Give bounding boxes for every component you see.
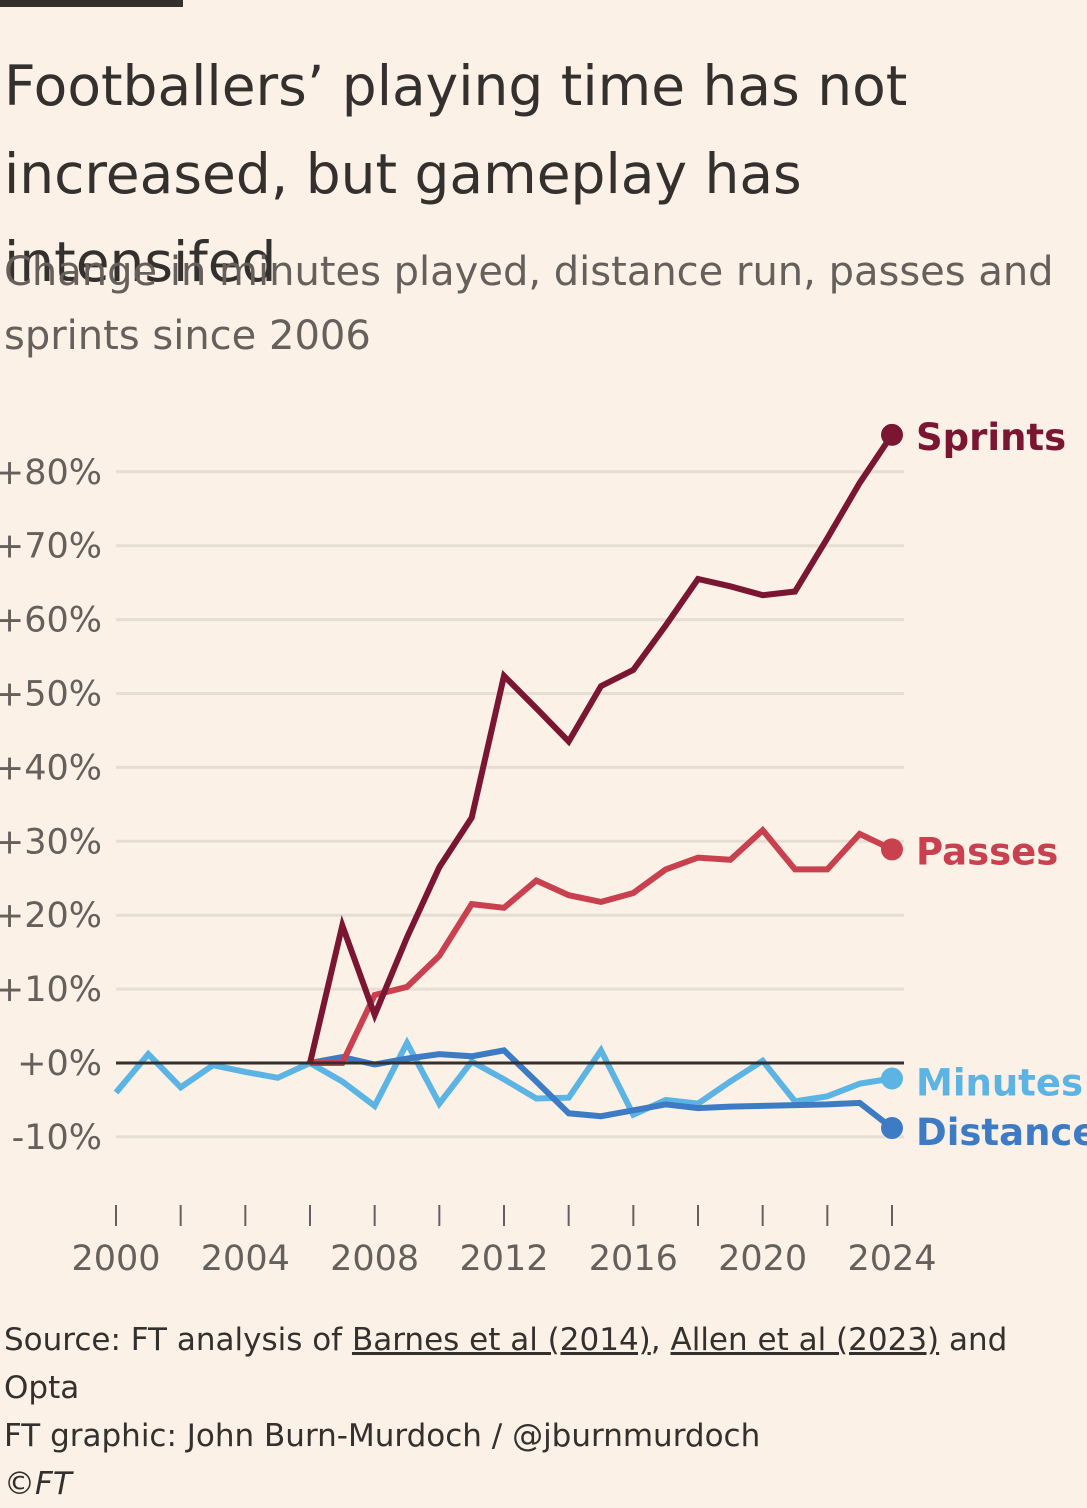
y-tick-label: +70%	[0, 527, 102, 567]
y-tick-label: +40%	[0, 748, 102, 788]
series-line-minutes	[113, 1036, 893, 1119]
gridlines	[116, 470, 904, 1139]
series-labels: Minutes Distance Passes Sprints	[881, 416, 1087, 1154]
series-label-passes: Passes	[916, 830, 1058, 873]
y-tick-label: +10%	[0, 970, 102, 1010]
y-tick-label: +80%	[0, 453, 102, 493]
series-label-minutes: Minutes	[916, 1062, 1083, 1105]
credit-line: FT graphic: John Burn-Murdoch / @jburnmu…	[4, 1418, 761, 1454]
series-line-sprints	[307, 433, 895, 1064]
x-tick-label: 2008	[330, 1239, 419, 1279]
source-link-barnes[interactable]: Barnes et al (2014)	[351, 1322, 651, 1358]
series-label-distance: Distance	[916, 1111, 1087, 1154]
series-end-dot-distance	[881, 1117, 903, 1140]
y-tick-label: -10%	[12, 1118, 102, 1158]
chart-title: Footballers’ playing time has not increa…	[4, 54, 908, 294]
series-end-dot-sprints	[881, 423, 903, 446]
copyright: ©FT	[4, 1466, 72, 1502]
top-accent-bar	[0, 0, 183, 7]
series-end-dot-minutes	[881, 1067, 903, 1090]
source-prefix: Source: FT analysis of	[4, 1322, 352, 1358]
series-lines	[113, 433, 904, 1131]
x-tick-label: 2000	[71, 1239, 160, 1279]
series-line-passes	[310, 825, 894, 1066]
series-line-distance	[309, 1047, 894, 1131]
y-tick-label: +50%	[0, 675, 102, 715]
series-label-sprints: Sprints	[916, 416, 1066, 459]
y-tick-label: +60%	[0, 601, 102, 641]
series-end-dot-passes	[881, 838, 903, 861]
x-tick-label: 2016	[589, 1239, 678, 1279]
footer: Source: FT analysis of Barnes et al (201…	[4, 1316, 1084, 1508]
source-separator: ,	[650, 1322, 671, 1358]
chart-subtitle: Change in minutes played, distance run, …	[4, 249, 1054, 359]
source-line: Source: FT analysis of Barnes et al (201…	[4, 1316, 1084, 1412]
x-tick-label: 2024	[847, 1239, 936, 1279]
y-tick-label: +0%	[17, 1044, 102, 1084]
y-tick-label: +20%	[0, 896, 102, 936]
x-tick-label: 2012	[459, 1239, 548, 1279]
source-link-allen[interactable]: Allen et al (2023)	[670, 1322, 940, 1358]
axes: -10% +0% +10% +20% +30% +40% +50% +60% +70% +80% 2…	[0, 453, 937, 1279]
x-tick-label: 2004	[201, 1239, 290, 1279]
y-tick-label: +30%	[0, 822, 102, 862]
source-suffix: and Opta	[4, 1322, 1008, 1406]
x-tick-label: 2020	[718, 1239, 807, 1279]
